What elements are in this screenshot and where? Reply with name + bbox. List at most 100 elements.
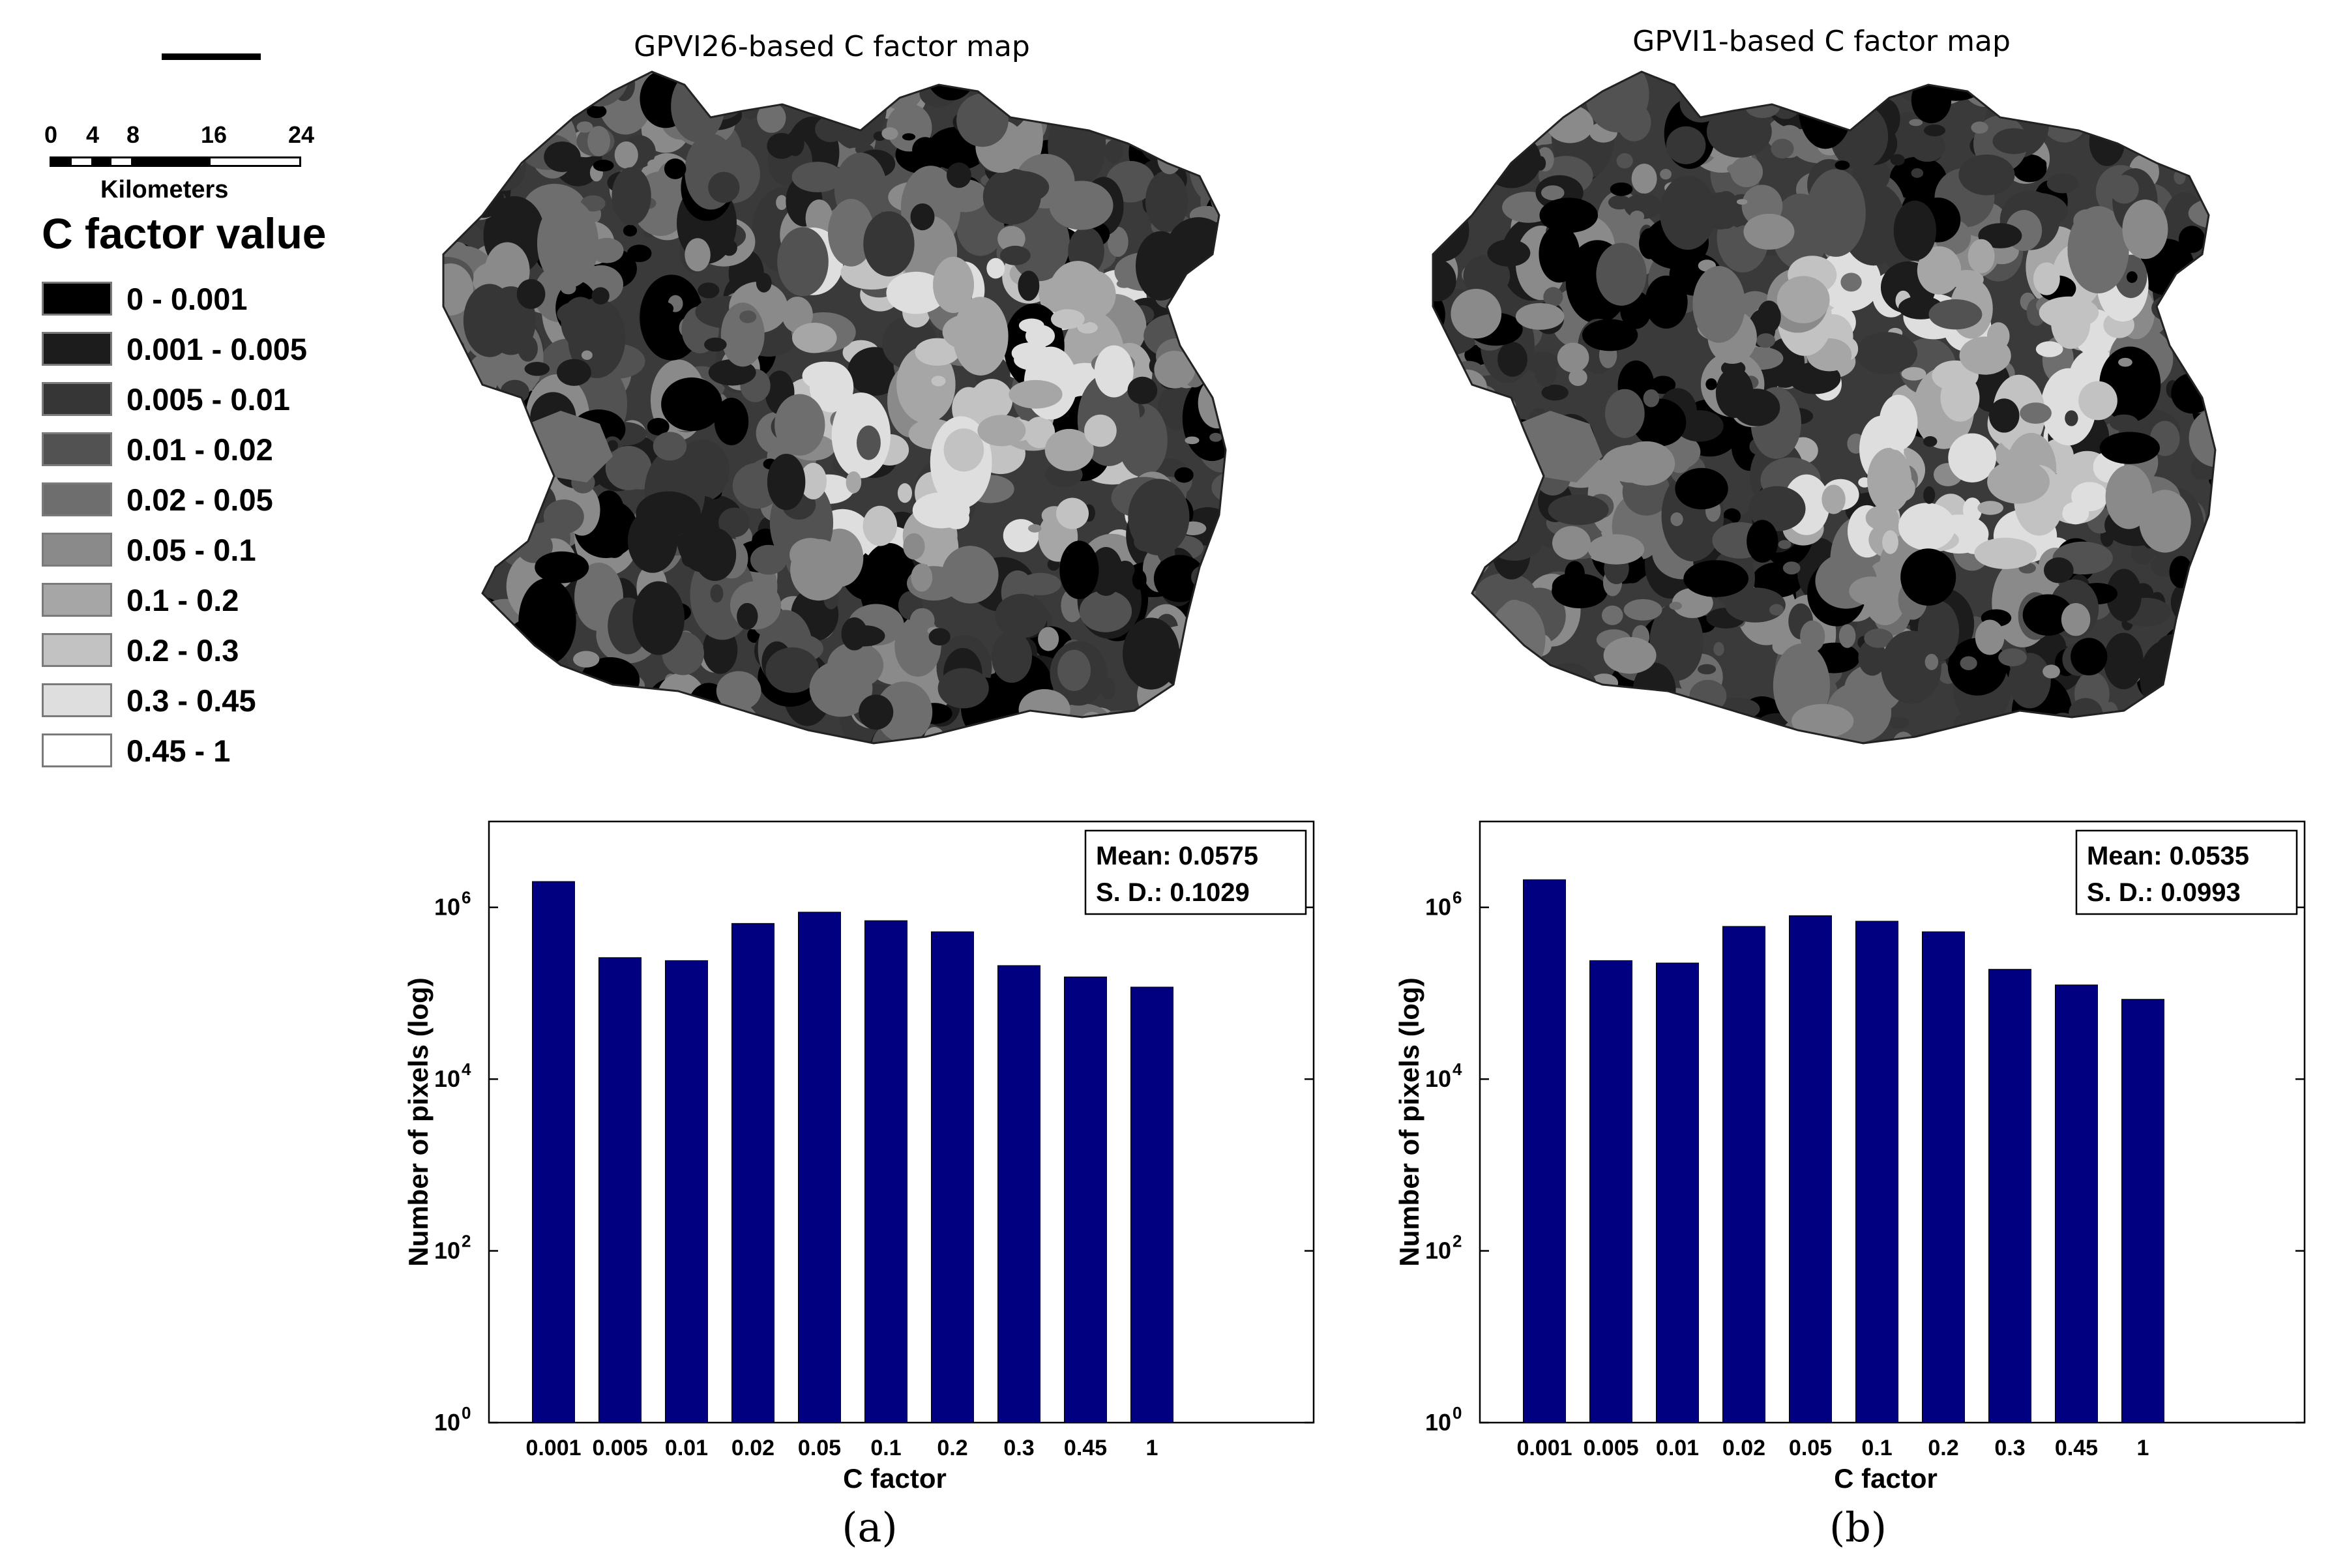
y-tick-exponent: 4 [1453,1059,1462,1079]
y-tick-label: 10 [1425,1065,1451,1092]
y-axis-label: Number of pixels (log) [1394,977,1424,1266]
legend-item: 0.001 - 0.005 [42,331,307,367]
bar [1523,879,1566,1423]
legend-item: 0.01 - 0.02 [42,431,273,467]
x-tick-label: 0.3 [1003,1436,1034,1460]
bar [1855,921,1898,1423]
legend-title: C factor value [42,209,327,258]
y-tick-exponent: 6 [462,888,471,908]
legend-item: 0.45 - 1 [42,732,230,769]
stats-sd: S. D.: 0.1029 [1096,878,1250,907]
y-tick-label: 10 [434,894,460,921]
stats-sd: S. D.: 0.0993 [2087,878,2241,907]
y-tick-exponent: 0 [462,1403,471,1423]
stats-box [1084,829,1307,915]
legend-item: 0 - 0.001 [42,280,248,317]
x-tick-label: 0.05 [798,1436,841,1460]
stats-mean: Mean: 0.0535 [2087,842,2249,870]
scale-bar: 0 4 8 16 24 Kilometers [26,39,352,209]
legend-item: 0.05 - 0.1 [42,531,256,568]
scale-tick-16: 16 [200,121,228,148]
panel-caption-b: (b) [1829,1503,1887,1551]
legend-label: 0.005 - 0.01 [126,381,290,417]
bar [1988,969,2031,1423]
scale-tick-4: 4 [85,121,100,148]
north-bar [162,53,261,60]
legend-item: 0.3 - 0.45 [42,682,256,718]
legend-swatch [42,282,112,316]
c-factor-map-a [442,70,1227,745]
legend-label: 0.05 - 0.1 [126,532,256,567]
x-tick-label: 0.2 [1928,1436,1958,1460]
legend-label: 0.001 - 0.005 [126,331,307,366]
scale-tick-8: 8 [126,121,140,148]
stats-box [2075,829,2298,915]
bar [532,881,575,1423]
y-tick-label: 10 [434,1409,460,1436]
y-tick-label: 10 [434,1237,460,1264]
x-axis-label: C factor [1834,1463,1938,1494]
scale-tick-0: 0 [44,121,58,148]
legend-swatch [42,382,112,416]
x-tick-label: 0.3 [1994,1436,2025,1460]
legend-swatch [42,633,112,667]
bar [931,931,974,1423]
map-title-a: GPVI26-based C factor map [634,30,1030,63]
legend-item: 0.2 - 0.3 [42,632,239,668]
legend-swatch [42,683,112,717]
x-tick-label: 0.005 [1583,1436,1638,1460]
legend-swatch [42,533,112,567]
bar [731,923,774,1423]
bar [1722,926,1765,1423]
x-tick-label: 0.01 [665,1436,708,1460]
y-tick-label: 10 [1425,894,1451,921]
legend-label: 0.2 - 0.3 [126,632,239,668]
legend-label: 0.3 - 0.45 [126,683,256,718]
bar [665,960,708,1423]
y-tick-label: 10 [1425,1237,1451,1264]
bar [864,920,907,1423]
x-tick-label: 0.005 [592,1436,647,1460]
x-tick-label: 1 [2137,1436,2149,1460]
bar [2121,999,2164,1423]
x-tick-label: 0.02 [731,1436,774,1460]
x-tick-label: 0.05 [1789,1436,1832,1460]
bar [1130,986,1173,1423]
stats-mean: Mean: 0.0575 [1096,842,1258,870]
x-tick-label: 0.1 [870,1436,901,1460]
map-title-b: GPVI1-based C factor map [1632,25,2011,58]
y-tick-exponent: 4 [462,1059,471,1079]
legend-label: 0.45 - 1 [126,733,231,768]
x-tick-label: 0.2 [937,1436,967,1460]
x-tick-label: 0.001 [1516,1436,1572,1460]
x-axis-label: C factor [843,1463,947,1494]
x-tick-label: 0.45 [1064,1436,1107,1460]
y-tick-label: 10 [1425,1409,1451,1436]
legend-label: 0.01 - 0.02 [126,432,273,467]
y-tick-label: 10 [434,1065,460,1092]
legend-swatch [42,733,112,767]
x-tick-label: 0.02 [1722,1436,1765,1460]
panel-caption-a: (a) [842,1503,898,1551]
x-tick-label: 1 [1146,1436,1158,1460]
c-factor-map-b [1432,70,2217,745]
bar [1922,931,1965,1423]
x-tick-label: 0.1 [1861,1436,1892,1460]
legend-item: 0.02 - 0.05 [42,481,273,518]
scale-segments [50,156,301,167]
y-tick-exponent: 0 [1453,1403,1462,1423]
legend-swatch [42,332,112,366]
legend-label: 0.02 - 0.05 [126,482,273,517]
bar [2055,984,2098,1423]
x-tick-label: 0.45 [2055,1436,2098,1460]
x-tick-label: 0.001 [525,1436,581,1460]
y-tick-exponent: 2 [462,1232,471,1251]
bar [798,911,841,1423]
scale-tick-24: 24 [288,121,315,148]
legend-label: 0 - 0.001 [126,281,248,316]
bar [1656,962,1699,1423]
bar [1589,960,1632,1423]
legend-item: 0.1 - 0.2 [42,582,239,618]
